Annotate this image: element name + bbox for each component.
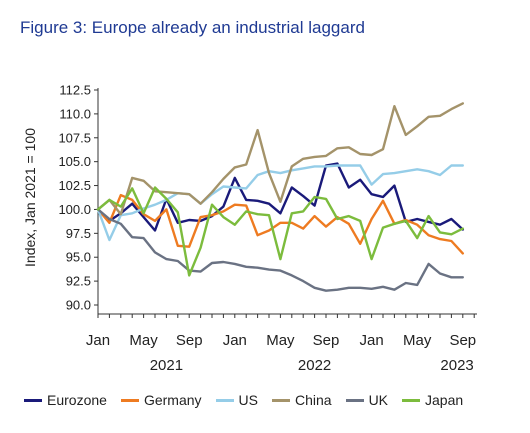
legend: Eurozone Germany US China UK Japan xyxy=(24,392,524,408)
legend-item-us: US xyxy=(215,392,258,408)
y-tick-label: 100.0 xyxy=(58,202,91,217)
x-tick-label: Jan xyxy=(360,332,384,349)
y-tick-label: 95.0 xyxy=(66,250,91,265)
x-tick-label: May xyxy=(266,332,295,349)
legend-label: Japan xyxy=(425,392,464,408)
legend-item-uk: UK xyxy=(345,392,389,408)
x-year-label: 2022 xyxy=(298,357,331,374)
x-tick-label: Jan xyxy=(86,332,110,349)
x-year-label: 2021 xyxy=(150,357,183,374)
legend-item-japan: Japan xyxy=(402,392,463,408)
y-tick-label: 102.5 xyxy=(58,178,91,193)
chart-title: Figure 3: Europe already an industrial l… xyxy=(20,18,365,37)
y-tick-label: 112.5 xyxy=(59,83,91,98)
legend-item-eurozone: Eurozone xyxy=(24,392,107,408)
x-tick-label: Sep xyxy=(176,332,203,349)
x-tick-label: Jan xyxy=(223,332,247,349)
legend-item-china: China xyxy=(271,392,332,408)
x-tick-label: Sep xyxy=(449,332,476,349)
x-tick-label: May xyxy=(403,332,432,349)
legend-label: Germany xyxy=(143,392,202,408)
legend-swatch xyxy=(271,398,290,402)
y-tick-label: 97.5 xyxy=(66,226,91,241)
series-line-uk xyxy=(96,208,464,292)
y-axis-title: Index, Jan 2021 = 100 xyxy=(22,128,38,267)
legend-label: US xyxy=(238,392,258,408)
x-year-label: 2023 xyxy=(440,357,473,374)
series-line-us xyxy=(96,164,464,242)
y-tick-label: 105.0 xyxy=(58,154,91,169)
legend-label: UK xyxy=(368,392,389,408)
legend-swatch xyxy=(215,398,234,402)
y-tick-label: 90.0 xyxy=(66,298,91,313)
series-line-eurozone xyxy=(96,162,464,232)
legend-swatch xyxy=(120,398,139,402)
legend-swatch xyxy=(24,398,42,402)
y-tick-label: 110.0 xyxy=(59,106,91,121)
legend-label: Eurozone xyxy=(47,392,107,408)
line-chart: 112.5 110.0 107.5 105.0 102.5 100.0 97.5 95.0 92… xyxy=(22,83,477,374)
legend-label: China xyxy=(294,392,332,408)
y-tick-label: 107.5 xyxy=(58,130,91,145)
legend-item-germany: Germany xyxy=(120,392,202,408)
y-tick-label: 92.5 xyxy=(66,274,91,289)
x-tick-label: May xyxy=(129,332,158,349)
legend-swatch xyxy=(402,398,421,402)
x-tick-label: Sep xyxy=(313,332,340,349)
legend-swatch xyxy=(345,398,364,402)
series-line-japan xyxy=(96,186,464,277)
series-line-china xyxy=(96,102,464,216)
